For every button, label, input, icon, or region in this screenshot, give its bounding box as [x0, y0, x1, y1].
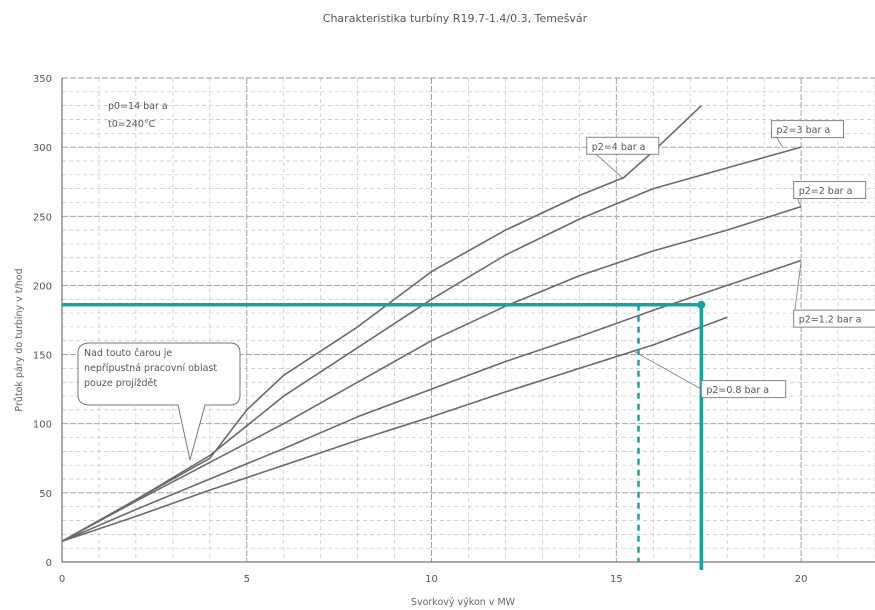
y-tick-label: 350 — [33, 74, 52, 85]
x-ticks: 0 5 10 15 20 — [59, 574, 808, 585]
series-label-3: p2=2 bar a — [793, 181, 867, 207]
series-lines — [61, 105, 802, 543]
y-tick-label: 100 — [33, 420, 52, 431]
series-line-1 — [61, 105, 702, 542]
series-label-leader — [634, 351, 702, 390]
series-label-box — [771, 120, 844, 139]
conditions-box: p0=14 bar a t0=240°C — [108, 101, 168, 130]
series-line-4 — [61, 259, 802, 543]
series-label-2: p2=3 bar a — [771, 120, 844, 148]
series-label-5: p2=0.8 bar a — [634, 351, 787, 399]
series-label-text: p2=2 bar a — [799, 186, 853, 197]
y-tick-label: 150 — [33, 351, 52, 362]
series-label-text: p2=0.8 bar a — [706, 385, 769, 396]
series-label-text: p2=3 bar a — [777, 125, 831, 136]
x-tick-label: 10 — [425, 574, 438, 585]
chart-title: Charakteristika turbíny R19.7-1.4/0.3, T… — [323, 12, 588, 25]
series-label-text: p2=4 bar a — [592, 142, 646, 153]
y-tick-label: 0 — [46, 558, 52, 569]
note-line-1: Nad touto čarou je — [84, 348, 172, 359]
marker-point — [697, 300, 706, 309]
series-labels: p2=4 bar a p2=3 bar a p2=2 bar a p2=1.2 bar… — [586, 120, 875, 399]
note-box: Nad touto čarou je nepřípustná pracovní … — [77, 342, 241, 461]
series-label-box — [793, 181, 867, 199]
series-label-4: p2=1.2 bar a — [793, 261, 875, 328]
markers — [62, 300, 706, 570]
series-label-box — [700, 380, 787, 399]
series-label-text: p2=1.2 bar a — [799, 315, 862, 326]
condition-p0: p0=14 bar a — [108, 101, 168, 112]
series-label-leader — [793, 261, 802, 319]
y-axis-title: Průtok páry do turbíny v t/hod — [14, 268, 25, 411]
series-label-box — [793, 309, 875, 328]
series-label-1: p2=4 bar a — [586, 136, 660, 180]
condition-t0: t0=240°C — [108, 119, 156, 130]
y-tick-label: 50 — [39, 489, 52, 500]
y-tick-label: 300 — [33, 143, 52, 154]
series-label-box — [586, 136, 660, 155]
x-tick-label: 15 — [610, 574, 623, 585]
note-line-3: pouze projíždět — [84, 378, 157, 389]
series-line-5 — [61, 316, 728, 543]
series-line-3 — [61, 205, 802, 543]
note-callout — [77, 342, 241, 461]
y-tick-label: 250 — [33, 212, 52, 223]
axes — [61, 78, 875, 563]
x-tick-label: 20 — [795, 574, 808, 585]
x-tick-label: 0 — [59, 574, 65, 585]
x-tick-label: 5 — [244, 574, 250, 585]
y-ticks: 0 50 100 150 200 250 300 350 — [33, 74, 52, 569]
series-line-2 — [61, 146, 802, 542]
x-axis-title: Svorkový výkon v MW — [411, 597, 516, 608]
note-line-2: nepřípustná pracovní oblast — [84, 363, 217, 374]
y-tick-label: 200 — [33, 281, 52, 292]
